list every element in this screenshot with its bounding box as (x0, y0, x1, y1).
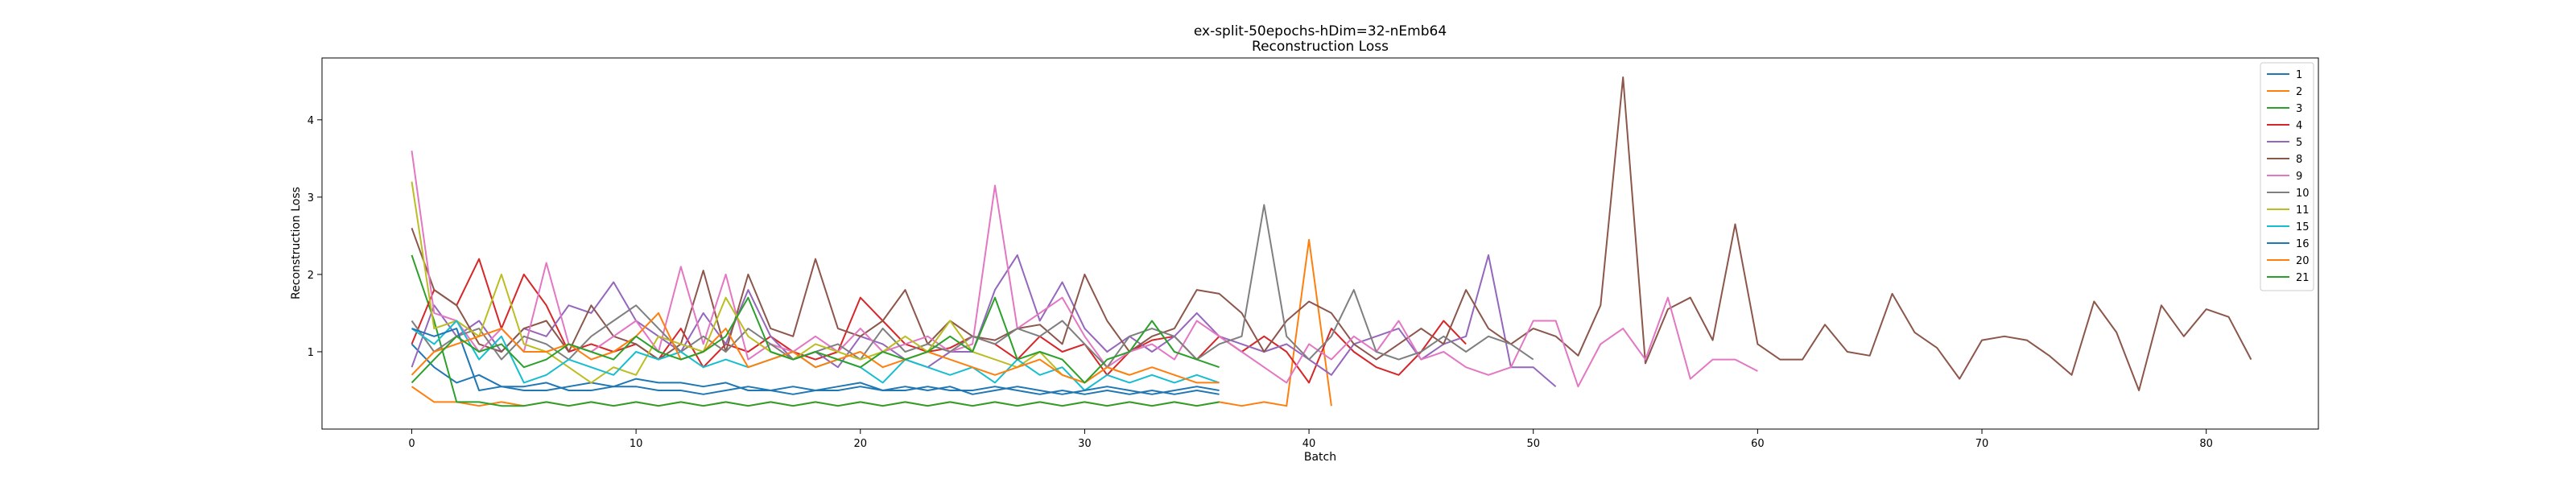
y-axis-label: Reconstruction Loss (290, 187, 303, 299)
legend-label-21: 21 (2296, 272, 2310, 284)
x-tick-label: 20 (853, 438, 867, 450)
series-line-9 (411, 151, 1758, 388)
x-tick-label: 60 (1751, 438, 1765, 450)
plot-lines (411, 76, 2252, 407)
legend-label-15: 15 (2296, 221, 2310, 233)
legend-label-20: 20 (2296, 255, 2310, 267)
series-line-4 (411, 258, 1467, 384)
series-line-5 (411, 254, 1557, 387)
x-tick-label: 0 (408, 438, 415, 450)
x-tick-label: 80 (2199, 438, 2213, 450)
x-tick-label: 50 (1526, 438, 1540, 450)
legend-label-9: 9 (2296, 171, 2302, 183)
series-line-21 (411, 296, 1220, 384)
y-axis: 1 2 3 4 (308, 115, 322, 359)
chart-title: ex-split-50epochs-hDim=32-nEmb64 (1194, 23, 1447, 39)
x-tick-label: 10 (630, 438, 643, 450)
y-tick-label: 2 (308, 270, 314, 282)
chart-subtitle: Reconstruction Loss (1252, 39, 1389, 55)
legend-label-1: 1 (2296, 69, 2302, 81)
legend-label-10: 10 (2296, 188, 2310, 200)
legend: 1 2 3 4 5 8 9 10 11 15 16 20 21 (2260, 62, 2314, 291)
x-tick-label: 30 (1078, 438, 1092, 450)
series-line-10 (411, 204, 1534, 369)
legend-label-4: 4 (2296, 120, 2302, 132)
series-line-8 (411, 76, 2252, 391)
legend-label-2: 2 (2296, 86, 2302, 98)
series-line-16 (411, 328, 1220, 395)
x-axis: 0 10 20 30 40 50 60 70 80 (408, 429, 2213, 450)
y-tick-label: 4 (308, 115, 314, 127)
series-line-3 (411, 254, 1220, 407)
x-axis-label: Batch (1304, 451, 1336, 464)
y-tick-label: 1 (308, 347, 314, 359)
plot-frame (321, 57, 2319, 430)
legend-label-11: 11 (2296, 204, 2310, 217)
y-tick-label: 3 (308, 192, 314, 204)
legend-label-16: 16 (2296, 238, 2310, 250)
legend-label-5: 5 (2296, 137, 2302, 149)
legend-label-8: 8 (2296, 154, 2302, 166)
x-tick-label: 70 (1975, 438, 1989, 450)
legend-label-3: 3 (2296, 103, 2302, 115)
legend-box (2260, 62, 2314, 291)
x-tick-label: 40 (1302, 438, 1316, 450)
